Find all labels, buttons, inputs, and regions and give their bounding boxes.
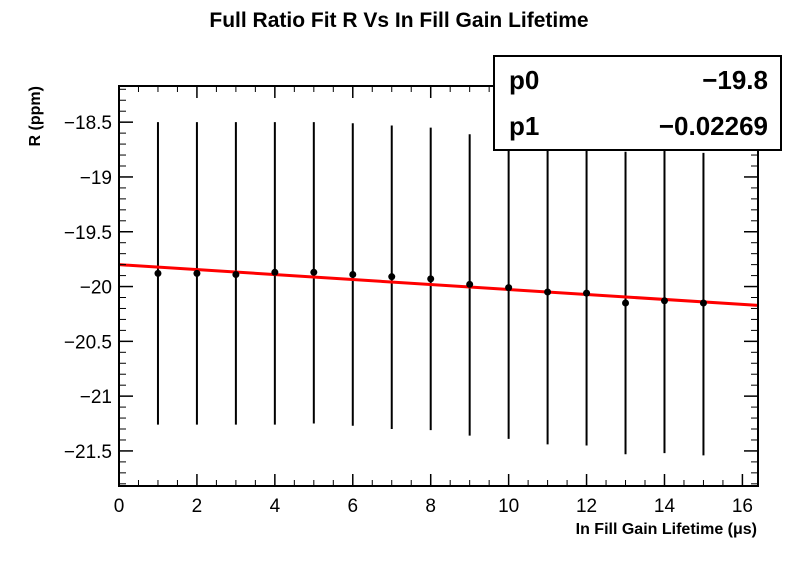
stats-param-value: −0.02269 <box>659 111 768 141</box>
y-tick-label: −21.5 <box>64 442 112 463</box>
stats-box: p0 −19.8 p1 −0.02269 <box>493 55 782 151</box>
stats-box-frame <box>493 55 782 151</box>
data-point <box>232 270 240 278</box>
y-axis-ticks: −18.5 −19 −19.5 −20 −20.5 −21 −21.5 <box>64 88 758 485</box>
stats-param-name: p1 <box>509 111 539 141</box>
y-tick-label: −20.5 <box>64 332 112 353</box>
x-axis-title: In Fill Gain Lifetime (μs) <box>576 521 757 538</box>
x-tick-label: 14 <box>654 496 676 517</box>
y-tick-label: −20 <box>80 278 112 299</box>
data-point <box>544 288 552 296</box>
x-tick-label: 4 <box>270 496 281 517</box>
x-tick-label: 0 <box>114 496 125 517</box>
y-tick-label: −19.5 <box>64 223 112 244</box>
data-point <box>154 269 162 277</box>
data-point <box>427 275 435 283</box>
x-tick-label: 16 <box>732 496 753 517</box>
x-tick-label: 2 <box>192 496 203 517</box>
data-point <box>583 289 591 297</box>
data-point <box>699 299 707 307</box>
data-point <box>622 299 630 307</box>
y-tick-label: −18.5 <box>64 113 112 134</box>
data-point <box>660 297 668 305</box>
x-tick-label: 12 <box>576 496 597 517</box>
x-tick-label: 10 <box>498 496 519 517</box>
data-point <box>466 280 474 288</box>
y-tick-label: −21 <box>80 387 112 408</box>
data-point <box>310 268 318 276</box>
data-point <box>388 273 396 281</box>
data-point <box>193 269 201 277</box>
chart-title: Full Ratio Fit R Vs In Fill Gain Lifetim… <box>209 9 588 32</box>
plot-marks <box>118 122 759 456</box>
y-axis-title: R (ppm) <box>27 86 44 146</box>
data-point <box>349 270 357 278</box>
y-tick-label: −19 <box>80 168 112 189</box>
fit-line <box>118 263 759 307</box>
x-tick-label: 8 <box>425 496 436 517</box>
x-tick-label: 6 <box>347 496 358 517</box>
data-point <box>271 268 279 276</box>
data-point <box>505 284 513 292</box>
stats-param-name: p0 <box>509 65 539 95</box>
stats-param-value: −19.8 <box>702 65 768 95</box>
